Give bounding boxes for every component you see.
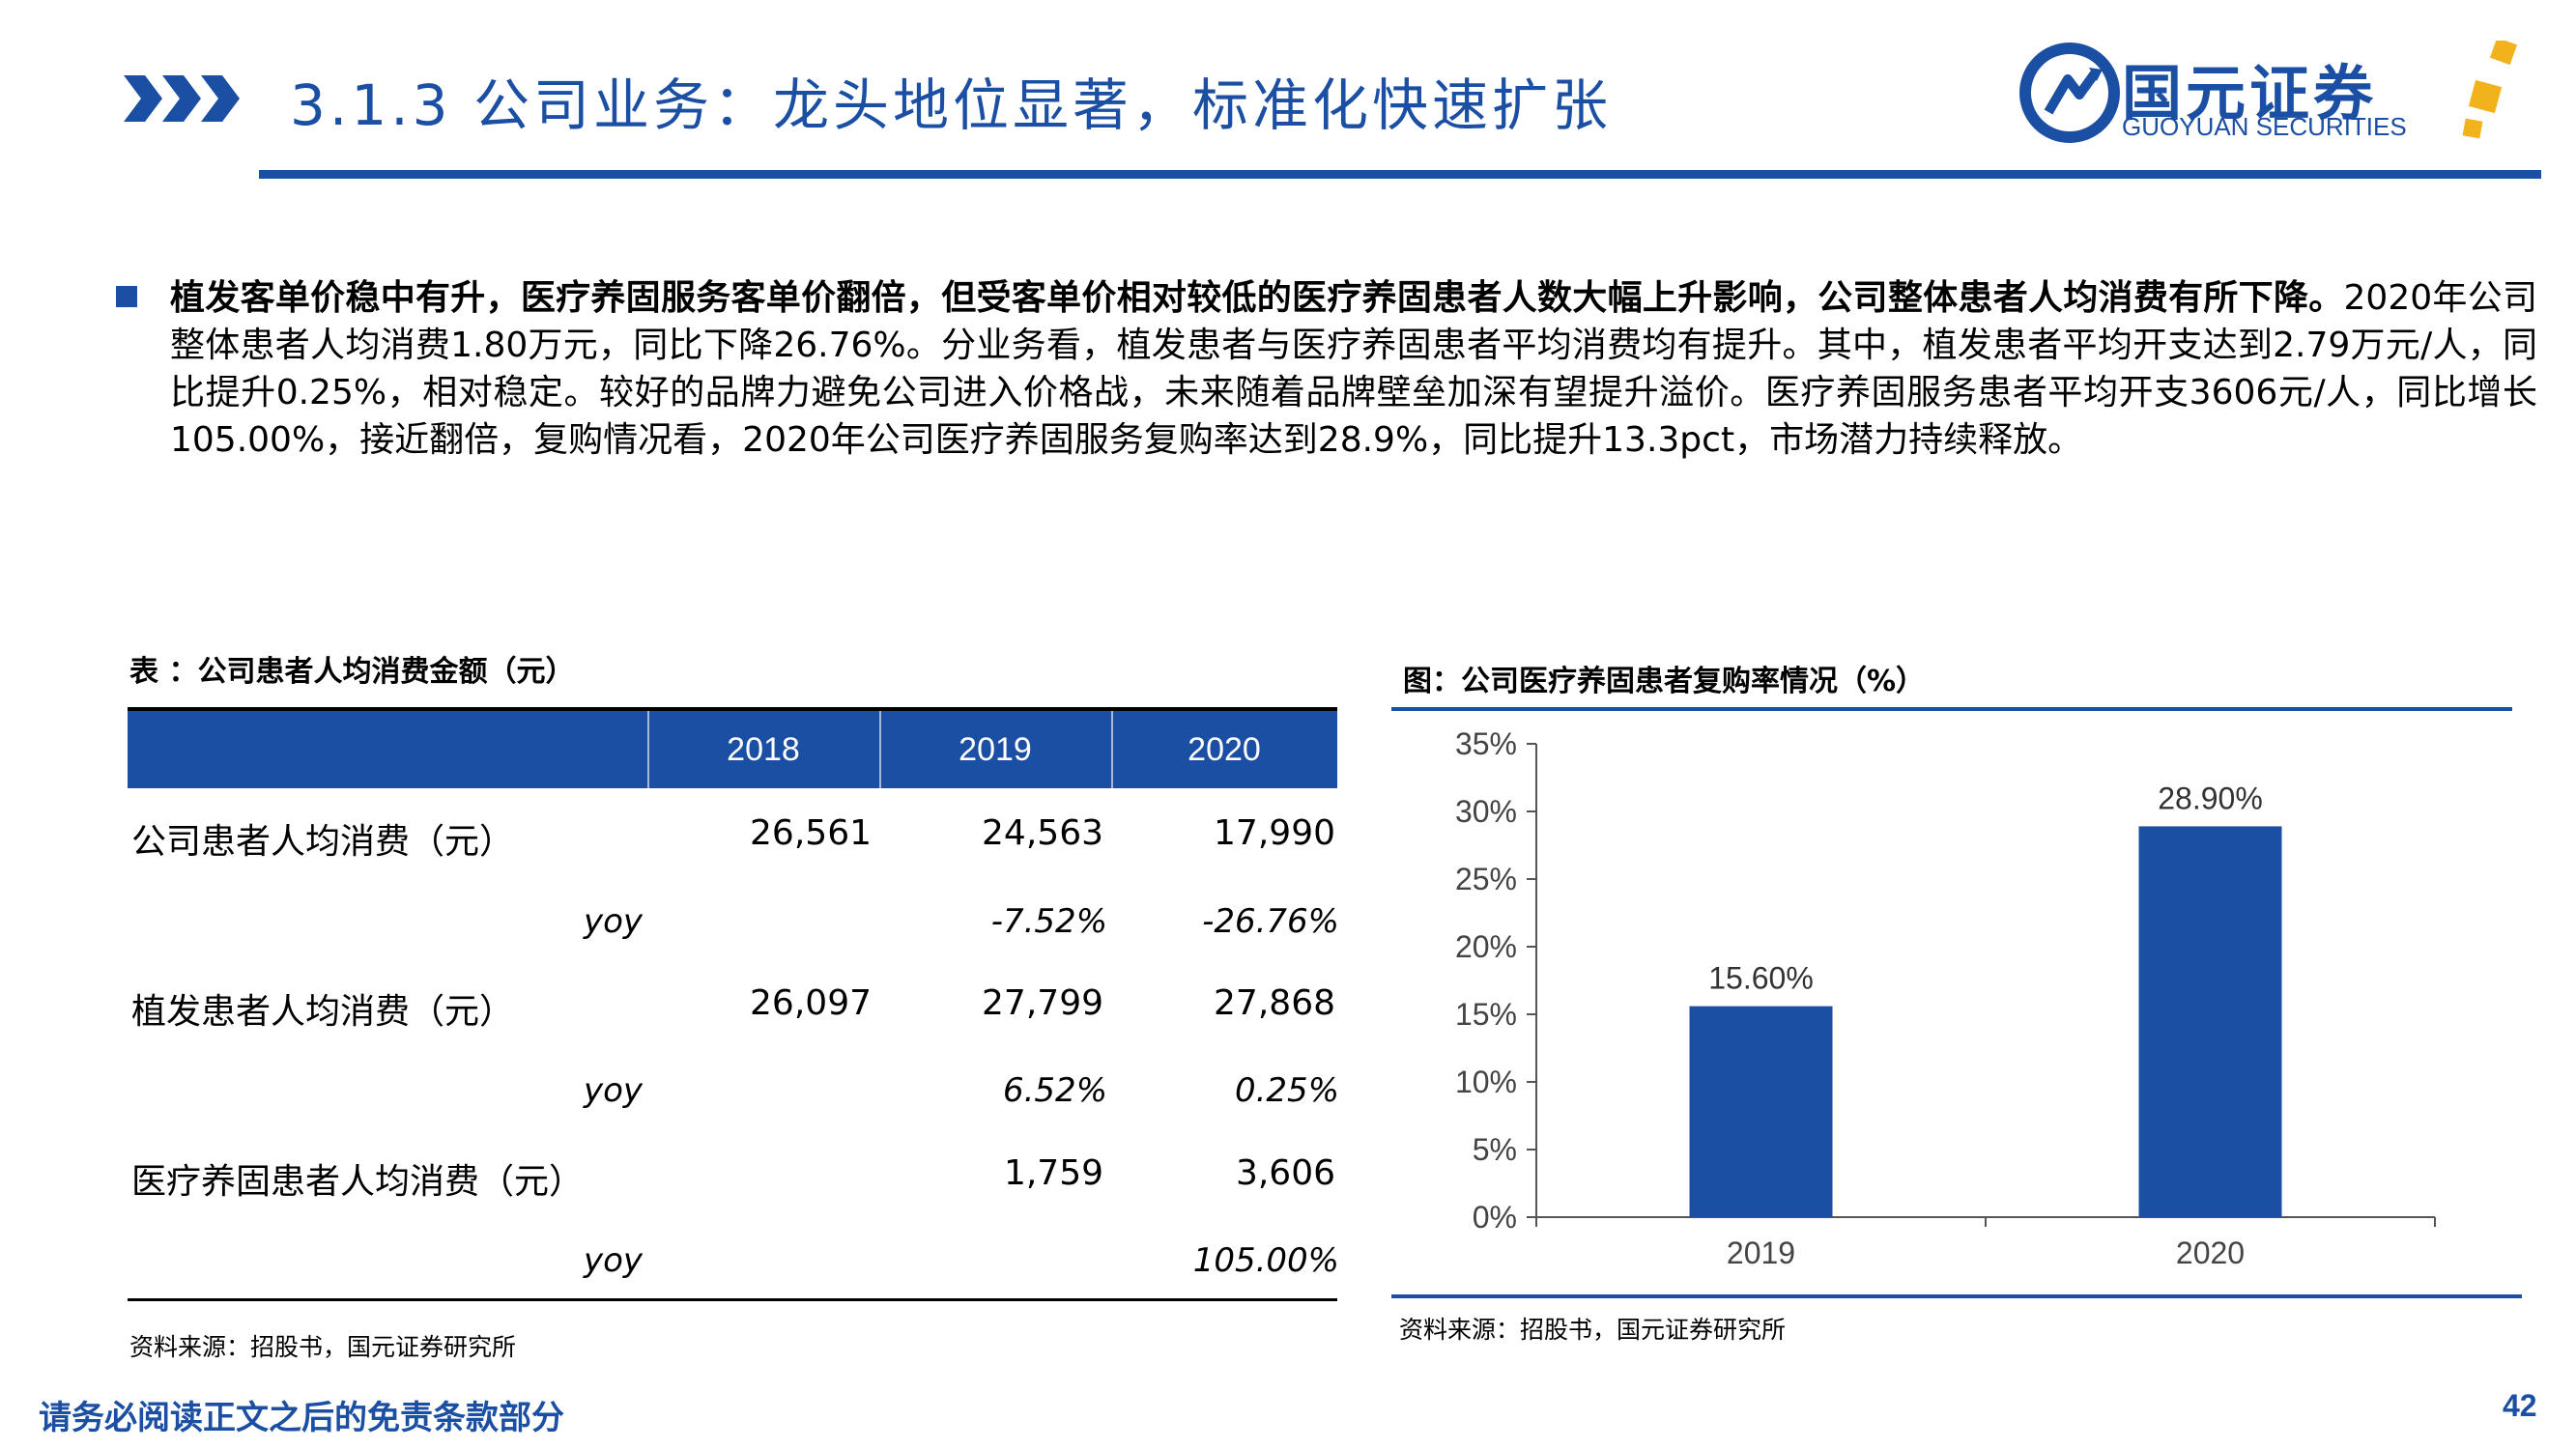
chart-title: 图：公司医疗养固患者复购率情况（%） (1403, 665, 1926, 698)
chart-y-axis: 0% 5% 10% 15% 20% 25% 30% 35% (1455, 726, 1537, 1235)
chart-bottom-rule (1391, 1294, 2522, 1298)
footer-disclaimer: 请务必阅读正文之后的免责条款部分 (39, 1399, 564, 1437)
table-title: 表 ：公司患者人均消费金额（元） (129, 655, 575, 689)
bar-data-label: 15.60% (1708, 961, 1814, 996)
y-tick-label: 35% (1455, 726, 1517, 761)
table-row-label-yoy: yoy (584, 1071, 644, 1110)
table-header (128, 711, 1337, 788)
table-row-label: 医疗养固患者人均消费（元） (131, 1162, 585, 1202)
table-row-label-yoy: yoy (584, 1241, 644, 1280)
table-cell: 26,561 (750, 813, 872, 853)
table-cell: -26.76% (1202, 902, 1339, 941)
bar-data-label: 28.90% (2158, 781, 2263, 815)
chart-top-rule (1391, 707, 2512, 711)
bar-2019 (1689, 1006, 1833, 1217)
summary-detail: 2020年公司整体患者人均消费1.80万元，同比下降26.76%。分业务看，植发… (170, 278, 2537, 460)
y-tick-label: 30% (1455, 794, 1517, 829)
table-header-divider (647, 711, 649, 788)
logo-english-name: GUOYUAN SECURITIES (2122, 112, 2407, 141)
chart-bars: 15.60% 28.90% (1689, 781, 2282, 1217)
x-tick-label: 2019 (1727, 1236, 1795, 1270)
table-row-label: 植发患者人均消费（元） (131, 992, 515, 1032)
table-header-divider (879, 711, 881, 788)
table-cell: 27,799 (982, 983, 1103, 1023)
chart-source-note: 资料来源：招股书，国元证券研究所 (1399, 1316, 1787, 1344)
title-underline (259, 170, 2541, 179)
y-tick-label: 0% (1473, 1200, 1517, 1235)
table-cell: 105.00% (1192, 1241, 1339, 1280)
table-cell: 24,563 (982, 813, 1103, 853)
table-cell: 0.25% (1234, 1071, 1339, 1110)
y-tick-label: 5% (1473, 1132, 1517, 1167)
table-top-rule (128, 707, 1337, 711)
table-cell: 26,097 (750, 983, 872, 1023)
table-row-label: 公司患者人均消费（元） (131, 822, 515, 862)
table-header-divider (1111, 711, 1113, 788)
table-cell: 17,990 (1214, 813, 1335, 853)
table-cell: 1,759 (1003, 1153, 1103, 1193)
y-tick-label: 10% (1455, 1065, 1517, 1099)
y-tick-label: 15% (1455, 997, 1517, 1032)
table-bottom-rule (128, 1298, 1337, 1301)
table-source-note: 资料来源：招股书，国元证券研究所 (129, 1333, 517, 1361)
bullet-square-icon (116, 286, 137, 307)
bar-2020 (2138, 826, 2282, 1217)
page-number: 42 (2503, 1388, 2537, 1423)
table-cell: 27,868 (1214, 983, 1335, 1023)
chart-x-axis: 2019 2020 (1535, 1216, 2436, 1270)
table-col-2018: 2018 (727, 731, 800, 768)
table-cell: 6.52% (1002, 1071, 1107, 1110)
header-chevrons-icon (124, 75, 240, 122)
table-cell: -7.52% (990, 902, 1107, 941)
table-col-2020: 2020 (1188, 731, 1261, 768)
summary-lead: 植发客单价稳中有升，医疗养固服务客单价翻倍，但受客单价相对较低的医疗养固患者人数… (170, 278, 2344, 318)
summary-paragraph: 植发客单价稳中有升，医疗养固服务客单价翻倍，但受客单价相对较低的医疗养固患者人数… (170, 274, 2537, 464)
table-cell: 3,606 (1235, 1153, 1335, 1193)
page-title: 3.1.3 公司业务：龙头地位显著，标准化快速扩张 (290, 72, 1613, 138)
repurchase-rate-bar-chart: 0% 5% 10% 15% 20% 25% 30% 35% 2019 2020 15.60% 28… (1455, 726, 2436, 1270)
table-col-2019: 2019 (959, 731, 1032, 768)
guoyuan-logo-icon (2019, 41, 2518, 143)
y-tick-label: 25% (1455, 862, 1517, 896)
table-row-label-yoy: yoy (584, 902, 644, 941)
y-tick-label: 20% (1455, 929, 1517, 964)
logo-chinese-name: 国元证券 (2122, 58, 2378, 128)
x-tick-label: 2020 (2176, 1236, 2245, 1270)
